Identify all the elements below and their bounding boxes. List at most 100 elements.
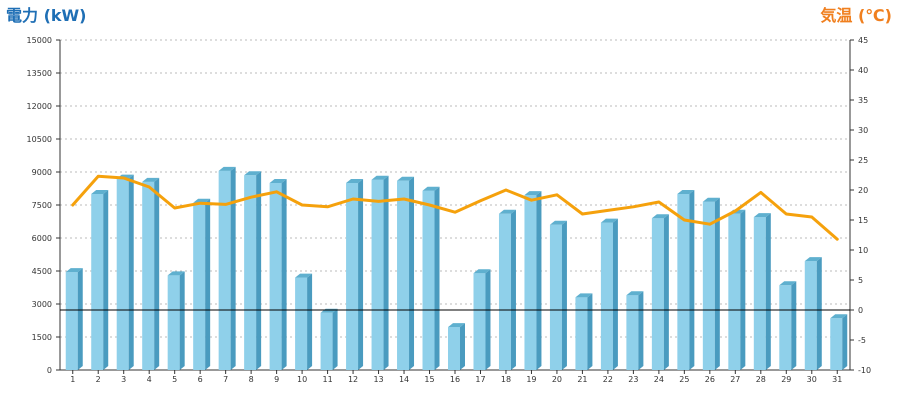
x-tick-label: 30 xyxy=(807,375,817,384)
bar xyxy=(371,175,389,370)
x-tick-label: 7 xyxy=(223,375,228,384)
left-tick-label: 4500 xyxy=(32,267,52,276)
temperature-point xyxy=(504,188,508,192)
temperature-point xyxy=(97,175,100,178)
temperature-point xyxy=(708,223,712,226)
left-tick-label: 15000 xyxy=(27,36,52,45)
temperature-point xyxy=(198,202,202,205)
bar xyxy=(218,166,236,370)
temperature-point xyxy=(555,193,559,196)
temperature-point xyxy=(453,211,457,214)
x-tick-label: 6 xyxy=(198,375,203,384)
x-tick-label: 24 xyxy=(654,375,664,384)
right-tick-label: 45 xyxy=(858,36,868,45)
x-tick-label: 1 xyxy=(70,375,75,384)
bar xyxy=(116,174,134,370)
bar xyxy=(753,213,771,370)
x-tick-label: 29 xyxy=(781,375,791,384)
temperature-point xyxy=(606,209,610,212)
bar xyxy=(549,220,567,370)
temperature-point xyxy=(632,205,635,208)
x-tick-label: 23 xyxy=(628,375,638,384)
right-tick-label: -5 xyxy=(858,336,866,345)
temperature-point xyxy=(810,215,813,219)
x-tick-label: 3 xyxy=(121,375,126,384)
bar xyxy=(651,214,669,370)
x-tick-label: 14 xyxy=(399,375,409,384)
bar xyxy=(779,281,797,370)
x-tick-label: 13 xyxy=(373,375,383,384)
bar xyxy=(524,191,542,370)
right-tick-label: 20 xyxy=(858,186,868,195)
left-axis-title: 電力 (kW) xyxy=(6,6,87,25)
bar xyxy=(397,176,415,370)
bar xyxy=(702,197,720,370)
bar xyxy=(830,314,848,370)
x-tick-label: 9 xyxy=(274,375,279,384)
x-tick-label: 12 xyxy=(348,375,358,384)
left-tick-label: 3000 xyxy=(32,300,52,309)
x-tick-label: 16 xyxy=(450,375,460,384)
bar xyxy=(422,186,440,370)
temperature-point xyxy=(530,199,533,202)
temperature-point xyxy=(759,191,763,194)
x-tick-label: 21 xyxy=(577,375,587,384)
x-tick-label: 11 xyxy=(322,375,332,384)
x-tick-label: 2 xyxy=(96,375,101,384)
temperature-point xyxy=(785,212,788,216)
right-tick-label: 5 xyxy=(858,276,863,285)
left-tick-label: 9000 xyxy=(32,168,52,177)
temperature-point xyxy=(224,203,227,206)
temperature-point xyxy=(249,196,253,199)
left-tick-label: 1500 xyxy=(32,333,52,342)
x-tick-label: 15 xyxy=(424,375,434,384)
bar xyxy=(269,179,287,370)
bar xyxy=(575,293,593,370)
left-tick-label: 7500 xyxy=(32,201,52,210)
temperature-point xyxy=(836,238,839,241)
right-tick-label: 35 xyxy=(858,96,868,105)
temperature-point xyxy=(428,203,431,207)
temperature-point xyxy=(581,212,584,216)
bar xyxy=(193,198,211,370)
right-tick-label: 25 xyxy=(858,156,868,165)
bar xyxy=(626,291,644,370)
x-tick-label: 8 xyxy=(249,375,254,384)
x-tick-label: 19 xyxy=(526,375,536,384)
x-tick-label: 20 xyxy=(552,375,562,384)
bar xyxy=(498,209,516,370)
bar xyxy=(320,308,338,370)
temperature-line xyxy=(71,174,839,241)
temperature-point xyxy=(402,197,406,201)
bar xyxy=(473,269,491,370)
temperature-point xyxy=(351,197,355,201)
temperature-point xyxy=(122,176,125,180)
temperature-point xyxy=(683,218,686,222)
left-tick-label: 10500 xyxy=(27,135,52,144)
right-axis-title: 気温 (℃) xyxy=(820,6,892,25)
bar xyxy=(346,179,364,370)
x-tick-label: 10 xyxy=(297,375,307,384)
x-tick-label: 22 xyxy=(603,375,613,384)
temperature-point xyxy=(300,203,304,207)
right-tick-label: 40 xyxy=(858,66,868,75)
bar xyxy=(167,271,185,370)
bar xyxy=(142,177,160,370)
x-tick-label: 4 xyxy=(147,375,152,384)
left-tick-label: 12000 xyxy=(27,102,52,111)
temperature-point xyxy=(377,200,380,203)
x-tick-label: 28 xyxy=(756,375,766,384)
left-tick-label: 13500 xyxy=(27,69,52,78)
temperature-point xyxy=(173,206,176,210)
x-tick-label: 31 xyxy=(832,375,842,384)
bar xyxy=(244,171,262,370)
temperature-point xyxy=(479,199,482,202)
x-tick-label: 26 xyxy=(705,375,715,384)
bar xyxy=(448,323,465,370)
bar xyxy=(600,218,618,370)
right-tick-label: 30 xyxy=(858,126,868,135)
temperature-point xyxy=(71,203,74,207)
temperature-point xyxy=(657,200,661,204)
